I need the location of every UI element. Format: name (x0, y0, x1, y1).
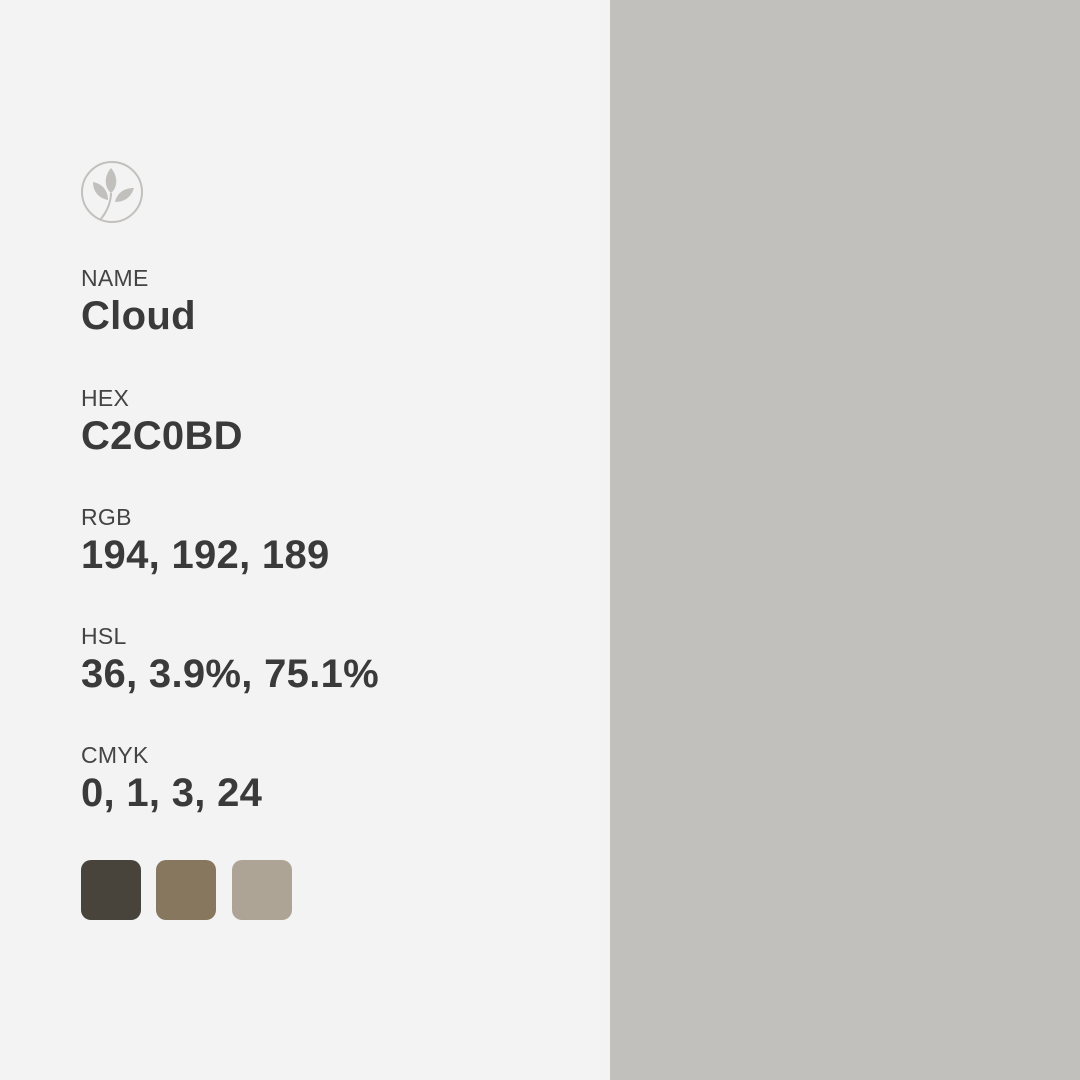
name-field: NAME Cloud (81, 265, 196, 339)
hsl-value: 36, 3.9%, 75.1% (81, 652, 380, 696)
leaf-sprig-icon (80, 160, 144, 224)
info-panel: NAME Cloud HEX C2C0BD RGB 194, 192, 189 … (0, 0, 610, 1080)
rgb-label: RGB (81, 504, 132, 530)
hsl-field: HSL 36, 3.9%, 75.1% (81, 623, 379, 697)
rgb-field: RGB 194, 192, 189 (81, 504, 330, 578)
cmyk-value: 0, 1, 3, 24 (81, 771, 263, 815)
hex-label: HEX (81, 385, 130, 411)
related-swatch-light (232, 860, 292, 920)
cmyk-label: CMYK (81, 742, 149, 768)
related-swatch-mid (156, 860, 216, 920)
main-color-swatch (610, 0, 1080, 1080)
cmyk-field: CMYK 0, 1, 3, 24 (81, 742, 262, 816)
name-value: Cloud (81, 294, 196, 338)
hex-value: C2C0BD (81, 414, 243, 458)
name-label: NAME (81, 265, 149, 291)
related-swatch-dark (81, 860, 141, 920)
rgb-value: 194, 192, 189 (81, 533, 330, 577)
hex-field: HEX C2C0BD (81, 385, 243, 459)
hsl-label: HSL (81, 623, 127, 649)
